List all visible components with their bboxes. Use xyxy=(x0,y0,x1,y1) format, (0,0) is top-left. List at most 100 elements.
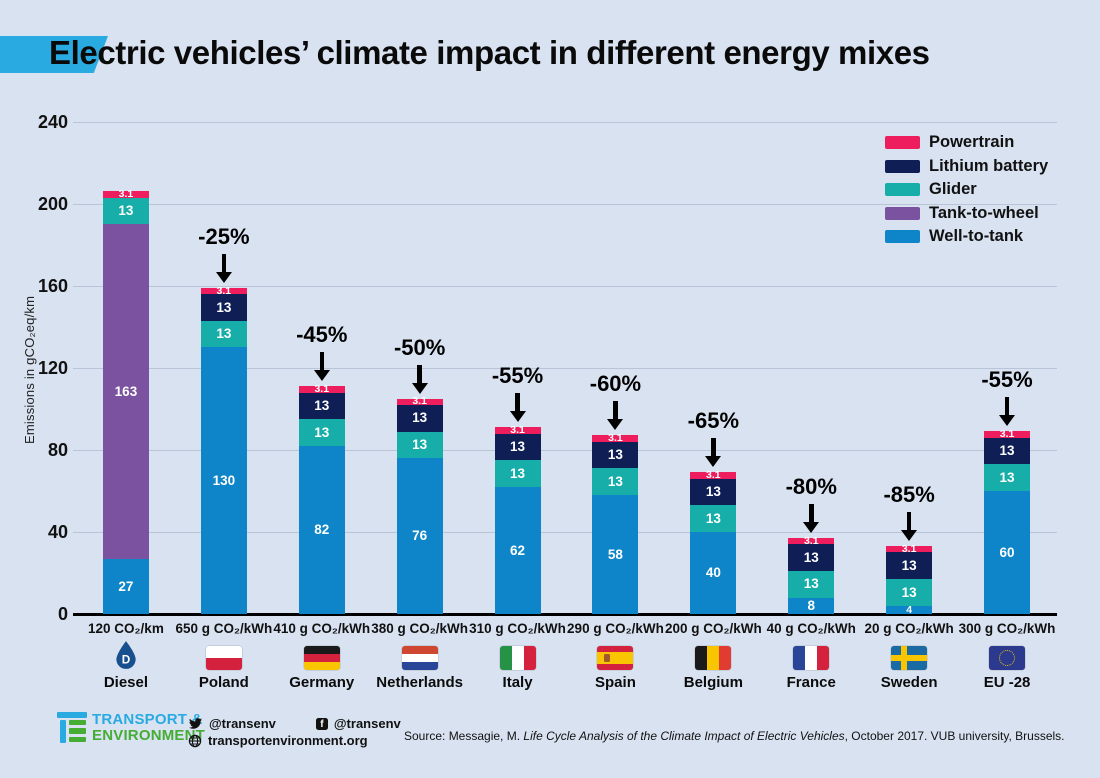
segment-value-label: 82 xyxy=(314,522,330,538)
segment-value-label: 3.1 xyxy=(510,424,525,437)
segment-value-label: 13 xyxy=(803,576,819,592)
down-arrow-head xyxy=(313,370,330,382)
twitter-icon xyxy=(189,718,202,729)
bar-segment-powertrain: 3.1 xyxy=(200,284,247,297)
country-label: Poland xyxy=(198,674,249,691)
y-tick-label: 240 xyxy=(37,112,68,132)
segment-value-label: 3.1 xyxy=(608,432,623,445)
x-tick-label: 40 g CO₂/kWh xyxy=(766,621,856,636)
bar-segment-powertrain: 3.1 xyxy=(396,395,443,408)
segment-value-label: 13 xyxy=(901,584,917,600)
flag-belgium xyxy=(695,646,732,670)
page-title: Electric vehicles’ climate impact in dif… xyxy=(49,34,930,71)
bar-segment-well-to-tank: 76 xyxy=(396,458,443,614)
bar-segment-lithium-battery: 13 xyxy=(592,441,639,469)
country-label: Netherlands xyxy=(376,674,463,691)
diesel-drop-icon: D xyxy=(113,640,139,670)
reduction-label: -60% xyxy=(589,371,642,397)
bar-segment-lithium-battery: 13 xyxy=(690,478,737,506)
bar-sweden: 3.1 13 13 4 xyxy=(886,543,933,616)
bar-segment-glider: 13 xyxy=(984,464,1031,491)
bar-segment-well-to-tank: 62 xyxy=(494,486,541,614)
flag-germany xyxy=(303,646,340,670)
reduction-label: -65% xyxy=(687,408,740,434)
segment-value-label: 4 xyxy=(906,603,913,616)
y-tick-label: 40 xyxy=(47,522,68,542)
bar-segment-powertrain: 3.1 xyxy=(886,543,933,556)
bar-segment-powertrain: 3.1 xyxy=(102,189,149,199)
globe-icon xyxy=(188,734,202,747)
segment-value-label: 3.1 xyxy=(901,543,917,556)
bar-segment-powertrain: 3.1 xyxy=(298,384,345,394)
bar-segment-lithium-battery: 13 xyxy=(396,404,443,432)
bar-segment-powertrain: 3.1 xyxy=(984,429,1031,439)
down-arrow-stem xyxy=(417,364,422,383)
bar-segment-well-to-tank: 27 xyxy=(102,558,149,614)
country-label: Italy xyxy=(502,674,533,691)
bar-segment-well-to-tank: 60 xyxy=(984,490,1031,614)
down-arrow-head xyxy=(803,521,820,533)
down-arrow-stem xyxy=(1004,397,1010,416)
bar-segment-powertrain: 3.1 xyxy=(494,424,541,437)
down-arrow-head xyxy=(509,411,526,423)
segment-value-label: 60 xyxy=(999,544,1015,560)
down-arrow-head xyxy=(901,530,918,542)
flag-france xyxy=(793,646,830,670)
legend-row: Powertrain xyxy=(885,131,1048,155)
bar-segment-lithium-battery: 13 xyxy=(200,294,247,321)
segment-value-label: 13 xyxy=(118,203,134,219)
x-tick-label: 300 g CO₂/kWh xyxy=(958,621,1056,636)
legend-label: Powertrain xyxy=(929,133,1015,152)
segment-value-label: 13 xyxy=(803,549,819,565)
segment-value-label: 3.1 xyxy=(803,534,819,547)
segment-value-label: 3.1 xyxy=(706,469,721,482)
gridline xyxy=(73,367,1057,369)
segment-value-label: 3.1 xyxy=(216,284,232,297)
segment-value-label: 58 xyxy=(607,546,623,562)
segment-value-label: 13 xyxy=(412,437,428,453)
segment-value-label: 13 xyxy=(216,326,232,342)
bar-segment-lithium-battery: 13 xyxy=(298,392,345,420)
flag-poland xyxy=(205,646,242,670)
bar-segment-lithium-battery: 13 xyxy=(788,544,835,571)
x-tick-label: 200 g CO₂/kWh xyxy=(664,621,762,636)
facebook-handle: @transenv xyxy=(333,716,401,731)
svg-text:D: D xyxy=(122,654,131,667)
legend-label: Well-to-tank xyxy=(929,227,1024,246)
segment-value-label: 13 xyxy=(412,410,428,426)
down-arrow-stem xyxy=(515,393,520,412)
country-label: Sweden xyxy=(880,674,938,691)
bar-poland: 3.1 13 13 130 xyxy=(200,284,247,614)
te-logo-line1: TRANSPORT & xyxy=(92,711,203,728)
x-tick-label: 410 g CO₂/kWh xyxy=(273,621,371,636)
segment-value-label: 13 xyxy=(607,473,623,489)
segment-value-label: 62 xyxy=(510,542,526,558)
legend-swatch xyxy=(885,206,920,220)
legend-row: Tank-to-wheel xyxy=(885,202,1048,226)
gridline xyxy=(73,285,1057,287)
segment-value-label: 27 xyxy=(118,578,134,594)
y-tick-label: 160 xyxy=(37,276,68,296)
bar-spain: 3.1 13 13 58 xyxy=(592,432,639,614)
bar-segment-well-to-tank: 8 xyxy=(788,597,835,614)
segment-value-label: 13 xyxy=(314,398,330,414)
legend-row: Well-to-tank xyxy=(885,225,1048,249)
x-tick-label: 290 g CO₂/kWh xyxy=(567,621,664,636)
segment-value-label: 3.1 xyxy=(412,395,427,408)
reduction-label: -55% xyxy=(981,367,1033,393)
segment-value-label: 13 xyxy=(510,465,526,481)
legend-label: Glider xyxy=(929,180,977,199)
legend-swatch xyxy=(885,136,920,150)
gridline xyxy=(73,449,1057,451)
bar-segment-well-to-tank: 4 xyxy=(886,603,933,616)
reduction-label: -25% xyxy=(198,223,250,249)
bar-segment-well-to-tank: 130 xyxy=(200,347,247,614)
segment-value-label: 40 xyxy=(705,565,721,581)
bar-italy: 3.1 13 13 62 xyxy=(494,424,541,614)
down-arrow-stem xyxy=(711,438,716,457)
down-arrow-stem xyxy=(319,352,324,371)
bar-segment-lithium-battery: 13 xyxy=(494,433,541,461)
y-tick-label: 80 xyxy=(47,440,68,460)
reduction-label: -50% xyxy=(393,334,446,360)
